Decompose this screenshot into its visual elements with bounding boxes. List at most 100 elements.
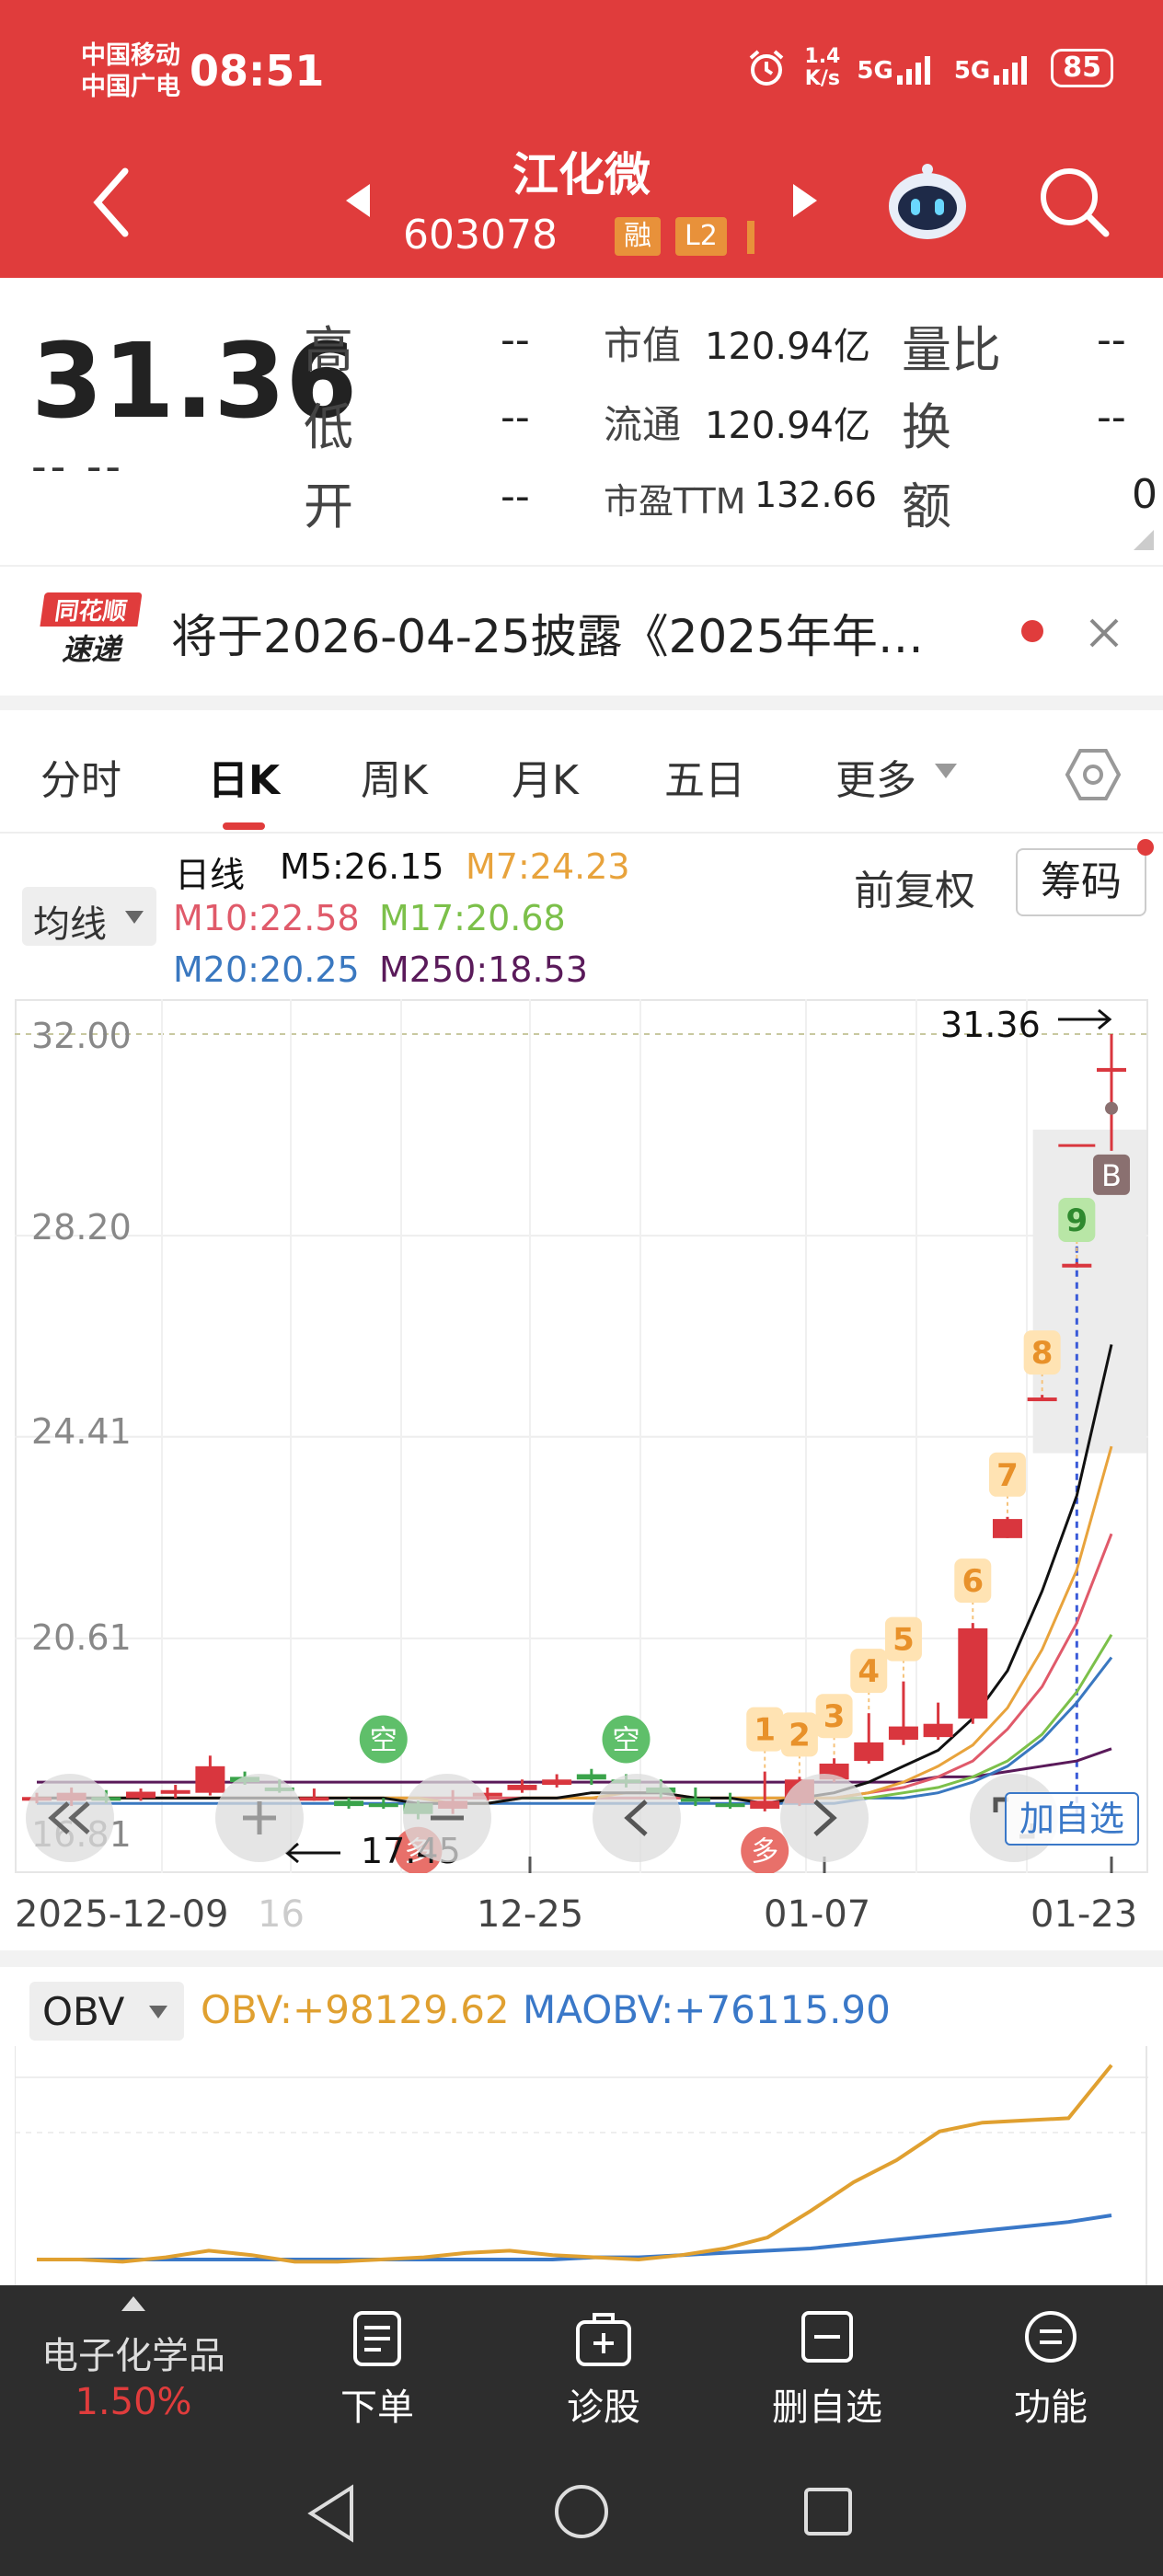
tab-weekly-k[interactable]: 周K bbox=[361, 757, 428, 804]
network-speed: 1.4 K/s bbox=[804, 46, 840, 90]
signal-label: 5 bbox=[892, 1622, 915, 1659]
candle-body bbox=[542, 1779, 572, 1786]
signal-bars-icon bbox=[896, 56, 930, 85]
duo-label: 多 bbox=[751, 1836, 778, 1869]
adjust-mode[interactable]: 前复权 bbox=[854, 868, 975, 914]
nav-home-icon[interactable] bbox=[552, 2482, 611, 2541]
legend-m10: M10:22.58 bbox=[173, 898, 360, 938]
nav-recent-icon[interactable] bbox=[802, 2486, 854, 2537]
speed-value: 1.4 bbox=[804, 45, 841, 68]
sector-name[interactable]: 电子化学品 bbox=[41, 2335, 225, 2377]
candle-body bbox=[334, 1800, 364, 1807]
nav-back-icon[interactable] bbox=[304, 2484, 359, 2543]
candle-body bbox=[992, 1519, 1022, 1538]
x-tick-label: 01-07 bbox=[764, 1893, 871, 1936]
prev-candle-button[interactable] bbox=[593, 1774, 681, 1862]
kong-marker bbox=[602, 1715, 651, 1764]
chips-button[interactable]: 筹码 bbox=[1016, 848, 1146, 916]
carrier-info: 中国移动 中国广电 bbox=[81, 40, 180, 103]
logo-bottom: 速递 bbox=[61, 632, 121, 667]
high-value: -- bbox=[501, 316, 530, 363]
candle-body bbox=[854, 1742, 884, 1762]
carrier-2: 中国广电 bbox=[81, 73, 180, 101]
float-label: 流通 bbox=[604, 402, 682, 447]
candle-body bbox=[126, 1791, 156, 1799]
y-tick-label: 20.61 bbox=[31, 1617, 132, 1658]
maobv-line bbox=[37, 2214, 1112, 2261]
status-time: 08:51 bbox=[190, 46, 325, 96]
search-icon[interactable] bbox=[1036, 164, 1113, 241]
close-icon[interactable] bbox=[1088, 616, 1121, 650]
triangle-right-icon[interactable] bbox=[788, 182, 821, 219]
signal-label: 9 bbox=[1065, 1202, 1088, 1239]
candle-body bbox=[715, 1803, 745, 1808]
signal-1: 5G bbox=[857, 52, 937, 85]
vol-ratio-value: -- bbox=[1097, 316, 1126, 363]
function-button[interactable]: 功能 bbox=[986, 2285, 1115, 2447]
badge-divider bbox=[747, 221, 754, 254]
maobv-value: MAOBV:+76115.90 bbox=[523, 1987, 891, 2032]
remove-watchlist-label: 删自选 bbox=[772, 2386, 882, 2429]
candle-body bbox=[1027, 1397, 1057, 1402]
candle-body bbox=[958, 1627, 988, 1719]
robot-assistant-icon[interactable] bbox=[883, 162, 972, 243]
diagnose-button[interactable]: 诊股 bbox=[539, 2285, 668, 2447]
chevron-down-icon bbox=[125, 911, 144, 924]
notify-dot bbox=[1137, 839, 1154, 856]
obv-line bbox=[37, 2064, 1113, 2264]
price-change: -- -- bbox=[31, 442, 125, 491]
news-headline[interactable]: 将于2026-04-25披露《2025年年… bbox=[171, 610, 924, 663]
tab-five-day[interactable]: 五日 bbox=[664, 757, 745, 804]
low-label: 低 bbox=[304, 398, 353, 456]
chevron-left-icon[interactable] bbox=[88, 166, 136, 239]
candle-body bbox=[195, 1765, 225, 1793]
ma-selector-label: 均线 bbox=[33, 903, 107, 946]
net-type-1: 5G bbox=[857, 57, 893, 85]
logo-top: 同花顺 bbox=[40, 592, 143, 627]
pe-label: 市盈TTM bbox=[604, 481, 746, 522]
ma-selector[interactable]: 均线 bbox=[22, 887, 156, 946]
sector-change: 1.50% bbox=[75, 2381, 192, 2423]
l2-badge: L2 bbox=[675, 217, 727, 256]
candle-body bbox=[472, 1792, 502, 1797]
legend-m250: M250:18.53 bbox=[379, 949, 588, 990]
diagnose-label: 诊股 bbox=[567, 2386, 640, 2429]
battery-indicator: 85 bbox=[1051, 49, 1113, 87]
signal-badge bbox=[988, 1452, 1026, 1497]
stock-code: 603078 bbox=[403, 212, 558, 259]
signal-badge bbox=[746, 1707, 784, 1752]
section-gap bbox=[0, 1950, 1163, 1967]
triangle-left-icon[interactable] bbox=[342, 182, 375, 219]
signal-bars-icon bbox=[994, 56, 1028, 85]
indicator-selector[interactable]: OBV bbox=[29, 1982, 184, 2041]
remove-watchlist-button[interactable]: 删自选 bbox=[758, 2285, 896, 2447]
next-candle-button[interactable] bbox=[780, 1774, 869, 1862]
signal-label: 7 bbox=[996, 1457, 1019, 1494]
tab-monthly-k[interactable]: 月K bbox=[512, 757, 579, 804]
signal-badge bbox=[1023, 1330, 1061, 1375]
open-value: -- bbox=[501, 473, 530, 520]
kong-label: 空 bbox=[613, 1724, 640, 1756]
ma-line-m5 bbox=[37, 1344, 1113, 1805]
tab-fenshi[interactable]: 分时 bbox=[40, 757, 121, 804]
hexagon-settings-icon[interactable] bbox=[1064, 745, 1123, 804]
signal-label: 6 bbox=[961, 1563, 984, 1600]
plus-icon bbox=[243, 1801, 276, 1834]
chart-grid bbox=[15, 999, 1148, 1873]
candle-body bbox=[750, 1800, 780, 1809]
zoom-in-button[interactable] bbox=[215, 1774, 304, 1862]
duo-marker bbox=[741, 1826, 789, 1873]
y-tick-label: 28.20 bbox=[31, 1207, 132, 1248]
order-button[interactable]: 下单 bbox=[313, 2285, 442, 2447]
obv-grid bbox=[15, 2046, 1148, 2285]
zoom-out-button[interactable] bbox=[403, 1774, 491, 1862]
low-value: -- bbox=[501, 394, 530, 441]
divider bbox=[0, 565, 1163, 567]
section-gap bbox=[0, 696, 1163, 710]
add-watchlist-button[interactable]: 加自选 bbox=[1005, 1792, 1139, 1846]
fast-back-button[interactable] bbox=[26, 1774, 114, 1862]
tab-daily-k[interactable]: 日K bbox=[208, 757, 281, 804]
tab-more[interactable]: 更多 bbox=[835, 757, 916, 804]
kong-marker bbox=[359, 1715, 408, 1764]
